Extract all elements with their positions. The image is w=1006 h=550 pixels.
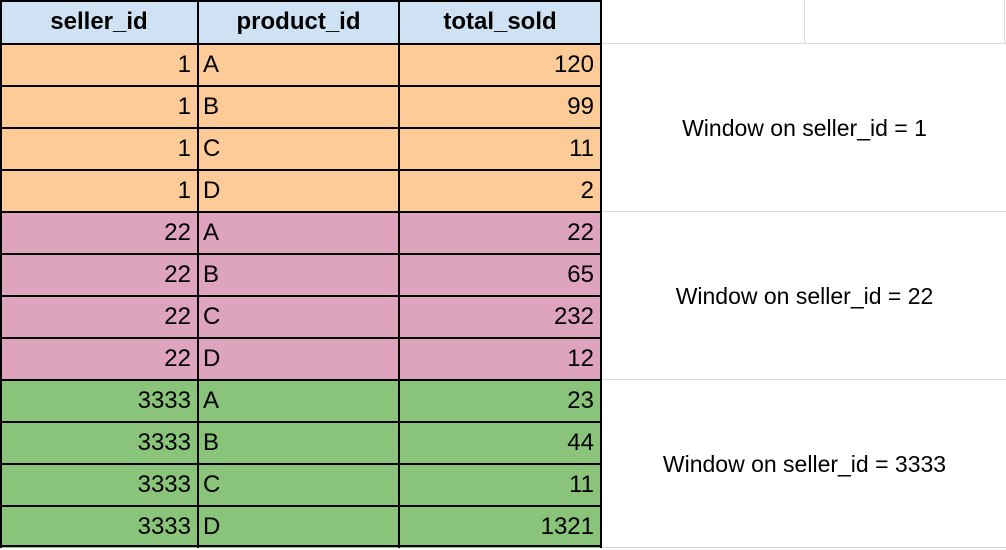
table-cell-total-sold: 44 [399, 422, 601, 464]
table-cell-seller-id: 3333 [0, 464, 198, 506]
table-cell-seller-id: 3333 [0, 380, 198, 422]
border-line [0, 295, 602, 297]
table-cell-total-sold: 120 [399, 44, 601, 86]
gridline [601, 379, 1006, 380]
table-cell-product-id: A [198, 44, 399, 86]
border-line [0, 85, 602, 87]
border-line [0, 0, 602, 2]
border-line [0, 0, 2, 548]
border-line [600, 0, 602, 548]
border-line [0, 127, 602, 129]
border-line [0, 463, 602, 465]
border-line [0, 43, 602, 45]
window-annotation: Window on seller_id = 3333 [603, 380, 1006, 548]
table-cell-product-id: B [198, 86, 399, 128]
table-cell-total-sold: 232 [399, 296, 601, 338]
column-header-total-sold: total_sold [399, 0, 601, 44]
table-cell-total-sold: 11 [399, 464, 601, 506]
table-cell-seller-id: 1 [0, 44, 198, 86]
table-cell-seller-id: 3333 [0, 506, 198, 548]
table-cell-product-id: B [198, 254, 399, 296]
border-line [0, 505, 602, 507]
table-cell-seller-id: 1 [0, 170, 198, 212]
table-cell-total-sold: 11 [399, 128, 601, 170]
border-line [0, 337, 602, 339]
window-annotation: Window on seller_id = 22 [603, 212, 1006, 380]
table-cell-seller-id: 22 [0, 254, 198, 296]
table-cell-product-id: B [198, 422, 399, 464]
table-cell-total-sold: 1321 [399, 506, 601, 548]
table-cell-total-sold: 12 [399, 338, 601, 380]
table-cell-product-id: C [198, 296, 399, 338]
table-cell-seller-id: 1 [0, 86, 198, 128]
gridline [804, 0, 805, 44]
table-cell-product-id: C [198, 464, 399, 506]
border-line [0, 211, 602, 213]
table-cell-seller-id: 22 [0, 338, 198, 380]
table-cell-product-id: D [198, 170, 399, 212]
border-line [197, 0, 199, 548]
table-cell-seller-id: 22 [0, 296, 198, 338]
table-cell-product-id: A [198, 212, 399, 254]
gridline [1004, 0, 1005, 44]
table-cell-product-id: D [198, 506, 399, 548]
border-line [398, 0, 400, 548]
table-cell-seller-id: 1 [0, 128, 198, 170]
table-cell-seller-id: 22 [0, 212, 198, 254]
column-header-seller-id: seller_id [0, 0, 198, 44]
table-cell-total-sold: 65 [399, 254, 601, 296]
border-line [0, 169, 602, 171]
border-line [0, 253, 602, 255]
column-header-product-id: product_id [198, 0, 399, 44]
border-line [0, 545, 602, 547]
table-cell-seller-id: 3333 [0, 422, 198, 464]
table-cell-total-sold: 2 [399, 170, 601, 212]
table-cell-product-id: A [198, 380, 399, 422]
table-cell-total-sold: 22 [399, 212, 601, 254]
window-annotation: Window on seller_id = 1 [603, 44, 1006, 212]
table-cell-product-id: D [198, 338, 399, 380]
border-line [0, 379, 602, 381]
border-line [0, 421, 602, 423]
table-cell-total-sold: 23 [399, 380, 601, 422]
table-cell-total-sold: 99 [399, 86, 601, 128]
gridline [601, 547, 1006, 548]
gridline [601, 43, 1006, 44]
table-cell-product-id: C [198, 128, 399, 170]
gridline [601, 211, 1006, 212]
